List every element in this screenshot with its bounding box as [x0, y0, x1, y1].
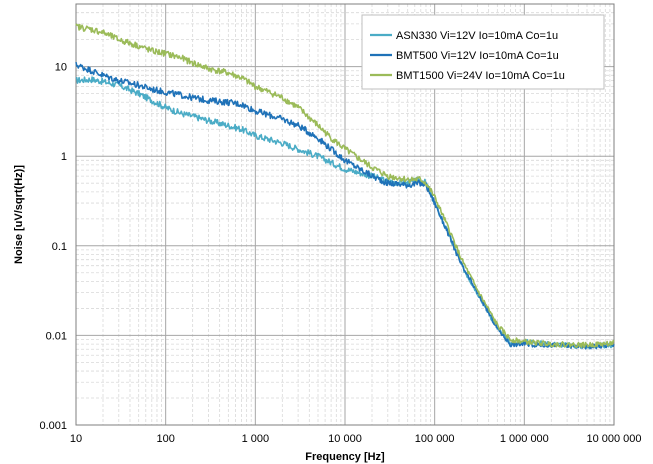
y-axis-tick-labels: 0.001 0.01 0.1 1 10	[39, 62, 67, 432]
series-layer	[75, 23, 615, 350]
x-axis-tick-labels: 10 100 1 000 10 000 100 000 1 000 000 10 000 0…	[70, 433, 642, 445]
y-tick-label: 0.01	[46, 330, 67, 342]
legend: ASN330 Vi=12V Io=10mA Co=1u BMT500 Vi=12V…	[361, 14, 605, 90]
series-line	[75, 61, 615, 350]
legend-label: BMT1500 Vi=24V Io=10mA Co=1u	[396, 70, 565, 82]
x-tick-label: 1 000	[242, 433, 270, 445]
legend-label: ASN330 Vi=12V Io=10mA Co=1u	[396, 30, 558, 42]
x-tick-label: 10 000	[328, 433, 362, 445]
y-tick-label: 0.1	[52, 241, 67, 253]
y-tick-label: 0.001	[39, 420, 67, 432]
grid	[75, 4, 615, 426]
y-tick-label: 1	[61, 151, 67, 163]
legend-box	[361, 14, 605, 90]
legend-label: BMT500 Vi=12V Io=10mA Co=1u	[396, 50, 559, 62]
y-axis-title: Noise [uV/sqrt(Hz)]	[13, 165, 25, 264]
x-tick-label: 100 000	[415, 433, 455, 445]
x-tick-label: 100	[156, 433, 174, 445]
x-axis-title: Frequency [Hz]	[305, 451, 385, 463]
x-tick-label: 10 000 000	[586, 433, 641, 445]
x-tick-label: 1 000 000	[500, 433, 549, 445]
series-line	[75, 23, 615, 349]
y-tick-label: 10	[55, 62, 67, 74]
x-tick-label: 10	[70, 433, 82, 445]
plot-area-frame	[75, 3, 615, 426]
